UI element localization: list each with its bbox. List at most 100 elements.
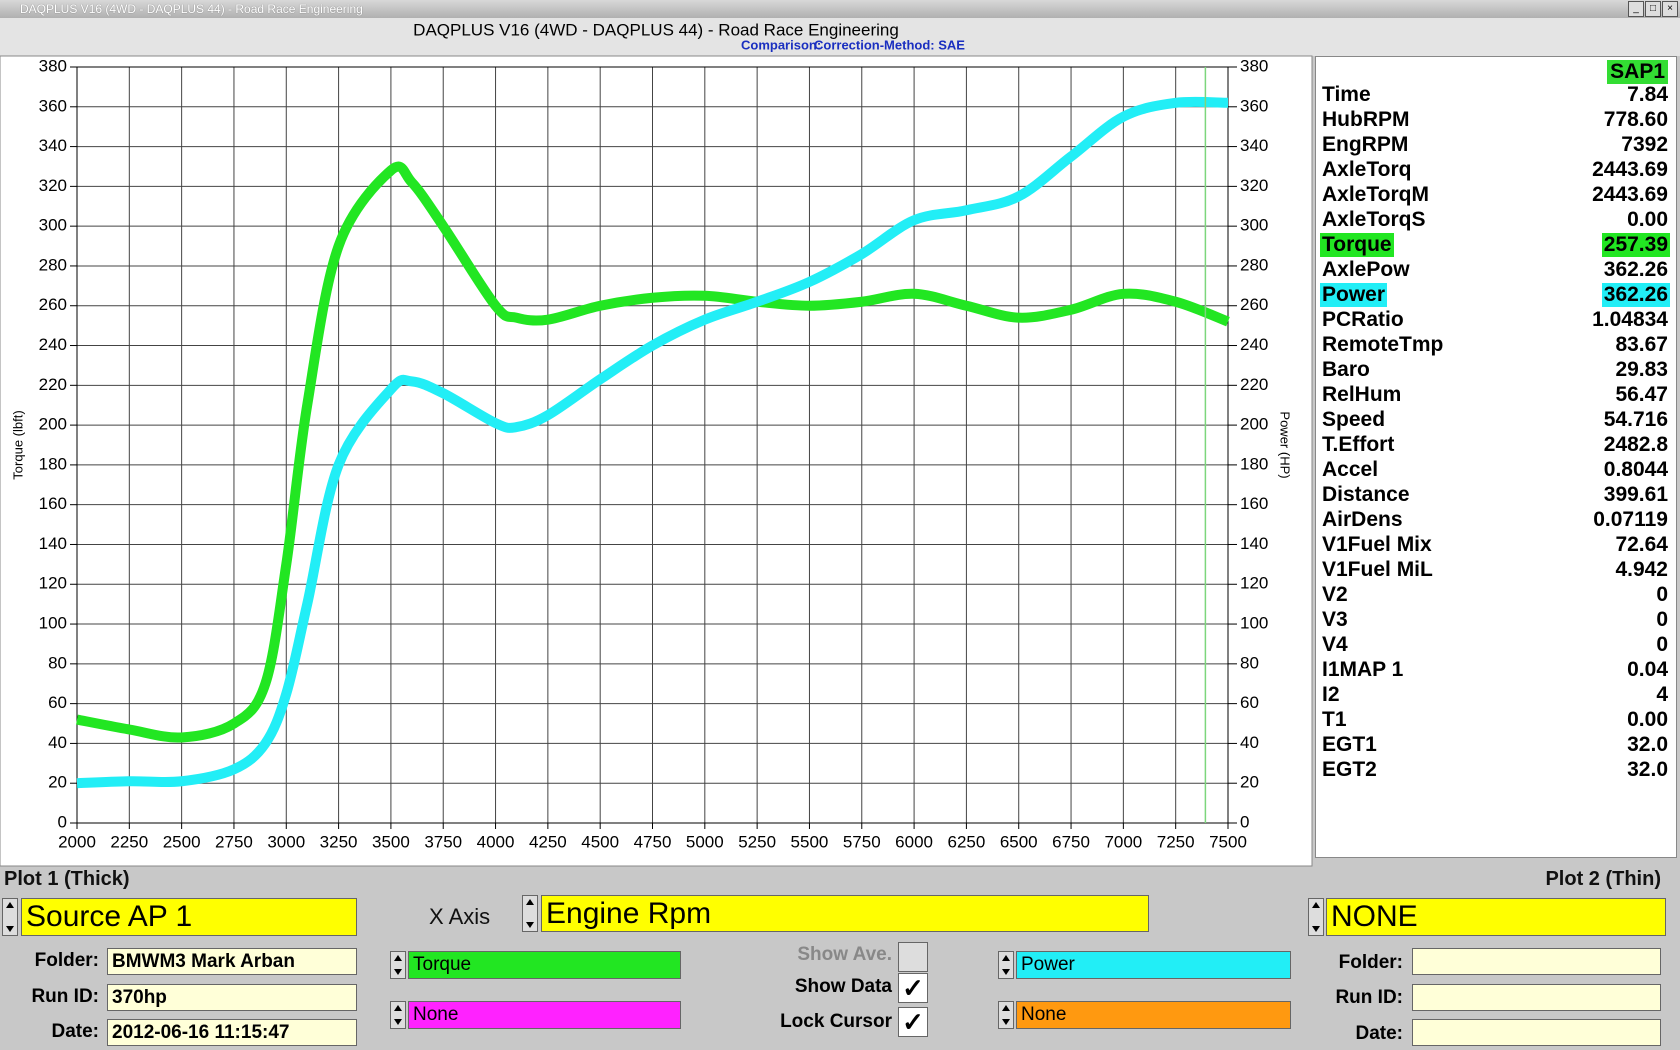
y2-tick-label: 140: [1240, 534, 1268, 553]
y2-tick-label: 260: [1240, 295, 1268, 314]
y-tick-label: 80: [48, 653, 67, 672]
readout-row: AirDens 0.07119: [1320, 508, 1670, 533]
readout-value: 362.26: [1603, 258, 1668, 281]
folder-label: Folder:: [34, 950, 99, 971]
readout-label: Baro: [1322, 358, 1370, 381]
readout-row: Distance 399.61: [1320, 483, 1670, 508]
x-tick-label: 3000: [267, 832, 305, 851]
readout-label: EngRPM: [1322, 133, 1409, 156]
y-tick-label: 240: [39, 335, 67, 354]
source-spinner[interactable]: [2, 898, 18, 936]
readout-value: 0: [1656, 583, 1668, 606]
readout-label: EGT2: [1322, 758, 1377, 781]
readout-value: 778.60: [1603, 108, 1668, 131]
plot2a-select[interactable]: Power: [1016, 951, 1291, 979]
readout-row: I2 4: [1320, 683, 1670, 708]
source-select[interactable]: Source AP 1: [21, 898, 357, 936]
x-tick-label: 6750: [1052, 832, 1090, 851]
y2-tick-label: 340: [1240, 136, 1268, 155]
y-tick-label: 260: [39, 295, 67, 314]
folder-field[interactable]: BMWM3 Mark Arban: [107, 948, 357, 975]
date-field[interactable]: 2012-06-16 11:15:47: [107, 1019, 357, 1046]
y2-tick-label: 20: [1240, 773, 1259, 792]
readout-label: AirDens: [1322, 508, 1403, 531]
readout-label: HubRPM: [1322, 108, 1410, 131]
readout-label: RemoteTmp: [1322, 333, 1444, 356]
readout-label: V2: [1322, 583, 1348, 606]
readout-value: 1.04834: [1592, 308, 1668, 331]
close-button[interactable]: ×: [1662, 1, 1678, 17]
date-label: Date:: [51, 1021, 99, 1042]
show-data-checkbox[interactable]: ✓: [898, 973, 928, 1003]
readout-row: Torque 257.39: [1320, 233, 1670, 258]
x-tick-label: 6500: [1000, 832, 1038, 851]
readout-value: 0: [1656, 633, 1668, 656]
y2-tick-label: 100: [1240, 614, 1268, 633]
x-tick-label: 5000: [686, 832, 724, 851]
x-tick-label: 4250: [529, 832, 567, 851]
x-tick-label: 4750: [634, 832, 672, 851]
x-axis-spinner[interactable]: [522, 895, 538, 932]
run-id-field[interactable]: 370hp: [107, 984, 357, 1011]
readout-row: V2 0: [1320, 583, 1670, 608]
window-title: DAQPLUS V16 (4WD - DAQPLUS 44) - Road Ra…: [20, 2, 363, 16]
plot2-label: Plot 2 (Thin): [1545, 868, 1661, 890]
plot2a-spinner[interactable]: [998, 951, 1014, 979]
readout-value: 54.716: [1603, 408, 1668, 431]
readout-value: 0.8044: [1603, 458, 1668, 481]
y-tick-label: 20: [48, 773, 67, 792]
readout-row: HubRPM 778.60: [1320, 108, 1670, 133]
show-ave-checkbox[interactable]: [898, 942, 928, 972]
y2-tick-label: 240: [1240, 335, 1268, 354]
plot1a-spinner[interactable]: [390, 951, 406, 979]
maximize-button[interactable]: □: [1645, 1, 1661, 17]
readout-label: Speed: [1322, 408, 1386, 431]
readout-label: V4: [1322, 633, 1348, 656]
readout-value: 32.0: [1627, 733, 1668, 756]
chart-title: DAQPLUS V16 (4WD - DAQPLUS 44) - Road Ra…: [413, 20, 899, 39]
chart-subtitle: Comparison:: [741, 37, 821, 52]
readout-value: 72.64: [1615, 533, 1668, 556]
x-axis-select[interactable]: Engine Rpm: [541, 895, 1149, 932]
y2-tick-label: 280: [1240, 255, 1268, 274]
source2-select[interactable]: NONE: [1326, 898, 1666, 936]
y-tick-label: 220: [39, 375, 67, 394]
readout-value: 2443.69: [1592, 183, 1668, 206]
plot1b-spinner[interactable]: [390, 1001, 406, 1029]
readout-label: Torque: [1320, 233, 1394, 257]
y2-tick-label: 220: [1240, 375, 1268, 394]
source2-spinner[interactable]: [1308, 898, 1324, 936]
readout-label: V1Fuel MiL: [1322, 558, 1433, 581]
y2-tick-label: 40: [1240, 733, 1259, 752]
plot1a-select[interactable]: Torque: [408, 951, 681, 979]
readout-row: T.Effort 2482.8: [1320, 433, 1670, 458]
readout-value: 0.04: [1627, 658, 1668, 681]
y-tick-label: 180: [39, 454, 67, 473]
folder2-field[interactable]: [1412, 948, 1661, 975]
readout-panel: SAP1 Time 7.84 HubRPM 778.60 EngRPM 7392 AxleT…: [1315, 56, 1677, 858]
plot2b-select[interactable]: None: [1016, 1001, 1291, 1029]
date2-field[interactable]: [1412, 1019, 1661, 1046]
y2-axis-title: Power (HP): [1278, 411, 1293, 478]
y-axis-title: Torque (lbft): [10, 410, 25, 479]
chart-annotation: Correction-Method: SAE: [814, 37, 965, 52]
x-tick-label: 7500: [1209, 832, 1247, 851]
readout-row: Accel 0.8044: [1320, 458, 1670, 483]
series-line: [76, 161, 1230, 743]
plot2b-spinner[interactable]: [998, 1001, 1014, 1029]
run-id2-field[interactable]: [1412, 984, 1661, 1011]
readout-row: V3 0: [1320, 608, 1670, 633]
minimize-button[interactable]: _: [1628, 1, 1644, 17]
readout-label: T1: [1322, 708, 1347, 731]
readout-value: 399.61: [1603, 483, 1668, 506]
readout-value: 4: [1656, 683, 1668, 706]
plot1b-select[interactable]: None: [408, 1001, 681, 1029]
readout-value: 2443.69: [1592, 158, 1668, 181]
readout-row: PCRatio 1.04834: [1320, 308, 1670, 333]
readout-row: RelHum 56.47: [1320, 383, 1670, 408]
lock-cursor-checkbox[interactable]: ✓: [898, 1007, 928, 1037]
y2-tick-label: 300: [1240, 216, 1268, 235]
plot1-label: Plot 1 (Thick): [4, 868, 130, 890]
x-tick-label: 3750: [424, 832, 462, 851]
